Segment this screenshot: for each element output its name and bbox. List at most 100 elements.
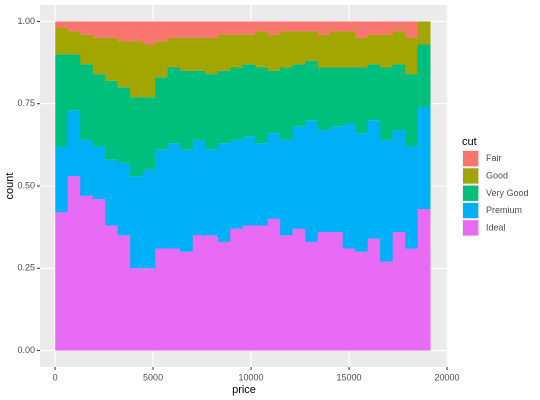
bar-segment — [355, 21, 368, 38]
x-tick-label: 10000 — [239, 372, 264, 382]
bar-segment — [330, 126, 343, 233]
legend-label: Fair — [486, 153, 502, 163]
bar-segment — [392, 64, 406, 131]
bar-segment — [117, 235, 131, 351]
bar-segment — [417, 21, 431, 45]
bar-segment — [230, 139, 244, 229]
bar-segment — [305, 241, 319, 351]
bar-segment — [267, 34, 281, 71]
bar-segment — [55, 28, 69, 55]
bar-segment — [105, 21, 119, 38]
bar-segment — [155, 149, 169, 249]
bar-segment — [367, 238, 381, 351]
bar-segment — [155, 248, 169, 351]
bar-segment — [367, 120, 381, 239]
bar-segment — [80, 34, 94, 65]
bar-segment — [130, 21, 144, 42]
bar-segment — [267, 21, 281, 35]
y-tick-label: 0.75 — [17, 98, 35, 108]
bar-segment — [392, 232, 406, 351]
legend-label: Premium — [486, 205, 522, 215]
bar-segment — [80, 195, 94, 351]
bar-segment — [255, 31, 269, 68]
bar-segment — [117, 41, 131, 88]
bar-segment — [330, 232, 343, 351]
y-axis-title: count — [4, 173, 16, 200]
bar-segment — [417, 44, 431, 108]
bar-segment — [255, 21, 269, 32]
x-tick-label: 15000 — [337, 372, 362, 382]
legend-label: Very Good — [486, 188, 529, 198]
bar-segment — [280, 139, 293, 236]
bar-segment — [67, 176, 81, 351]
bar-segment — [55, 212, 69, 351]
bar-segment — [292, 126, 306, 229]
bar-segment — [367, 34, 381, 65]
x-tick-label: 0 — [53, 372, 58, 382]
bar-segment — [305, 31, 319, 61]
bar-segment — [205, 74, 219, 150]
bar-segment — [405, 21, 418, 38]
bar-segment — [280, 67, 293, 140]
bar-segment — [192, 21, 206, 38]
bar-segment — [280, 21, 293, 32]
bar-segment — [105, 80, 119, 160]
bar-segment — [105, 225, 119, 351]
bar-segment — [167, 143, 181, 249]
bar-segment — [392, 21, 406, 32]
bar-segment — [80, 64, 94, 140]
bar-segment — [242, 34, 256, 65]
bar-segment — [92, 74, 106, 147]
bar-segment — [392, 31, 406, 65]
x-tick-label: 20000 — [435, 372, 460, 382]
bar-segment — [130, 268, 144, 351]
bar-segment — [192, 235, 206, 351]
bar-segment — [405, 248, 418, 351]
bar-segment — [130, 41, 144, 98]
bar-segment — [230, 67, 244, 140]
bar-segment — [55, 146, 69, 213]
bar-segment — [405, 37, 418, 75]
bar-segment — [205, 235, 219, 351]
bar-segment — [180, 21, 194, 38]
bar-segment — [317, 232, 331, 351]
legend-key — [463, 185, 479, 201]
bar-segment — [67, 21, 81, 32]
bar-segment — [80, 139, 94, 196]
bar-segment — [267, 133, 281, 219]
bar-segment — [255, 67, 269, 144]
y-tick-label: 0.00 — [17, 345, 35, 355]
bar-segment — [117, 87, 131, 163]
bar-segment — [142, 169, 156, 269]
bar-segment — [167, 21, 181, 38]
bar-segment — [380, 34, 393, 68]
bar-segment — [167, 248, 181, 351]
bar-segment — [142, 44, 156, 98]
bar-segment — [230, 34, 244, 68]
x-axis-title: price — [232, 384, 256, 396]
bar-segment — [180, 70, 194, 150]
bar-segment — [305, 120, 319, 242]
bar-segment — [317, 130, 331, 233]
bar-segment — [205, 37, 219, 75]
bar-segment — [380, 21, 393, 35]
bar-segment — [292, 31, 306, 65]
bar-segment — [342, 248, 356, 351]
bar-segment — [67, 110, 81, 177]
bar-segment — [355, 37, 368, 68]
bar-segment — [280, 235, 293, 351]
bar-segment — [167, 37, 181, 68]
bar-segment — [330, 31, 343, 68]
bar-segment — [92, 21, 106, 38]
bar-segment — [92, 199, 106, 351]
bar-segment — [267, 70, 281, 134]
bar-segment — [342, 21, 356, 32]
bar-segment — [92, 37, 106, 75]
bar-segment — [155, 41, 169, 78]
legend-key — [463, 168, 479, 184]
bar-segment — [55, 54, 69, 147]
bar-segment — [55, 21, 69, 29]
bar-segment — [355, 133, 368, 252]
bar-segment — [392, 130, 406, 233]
